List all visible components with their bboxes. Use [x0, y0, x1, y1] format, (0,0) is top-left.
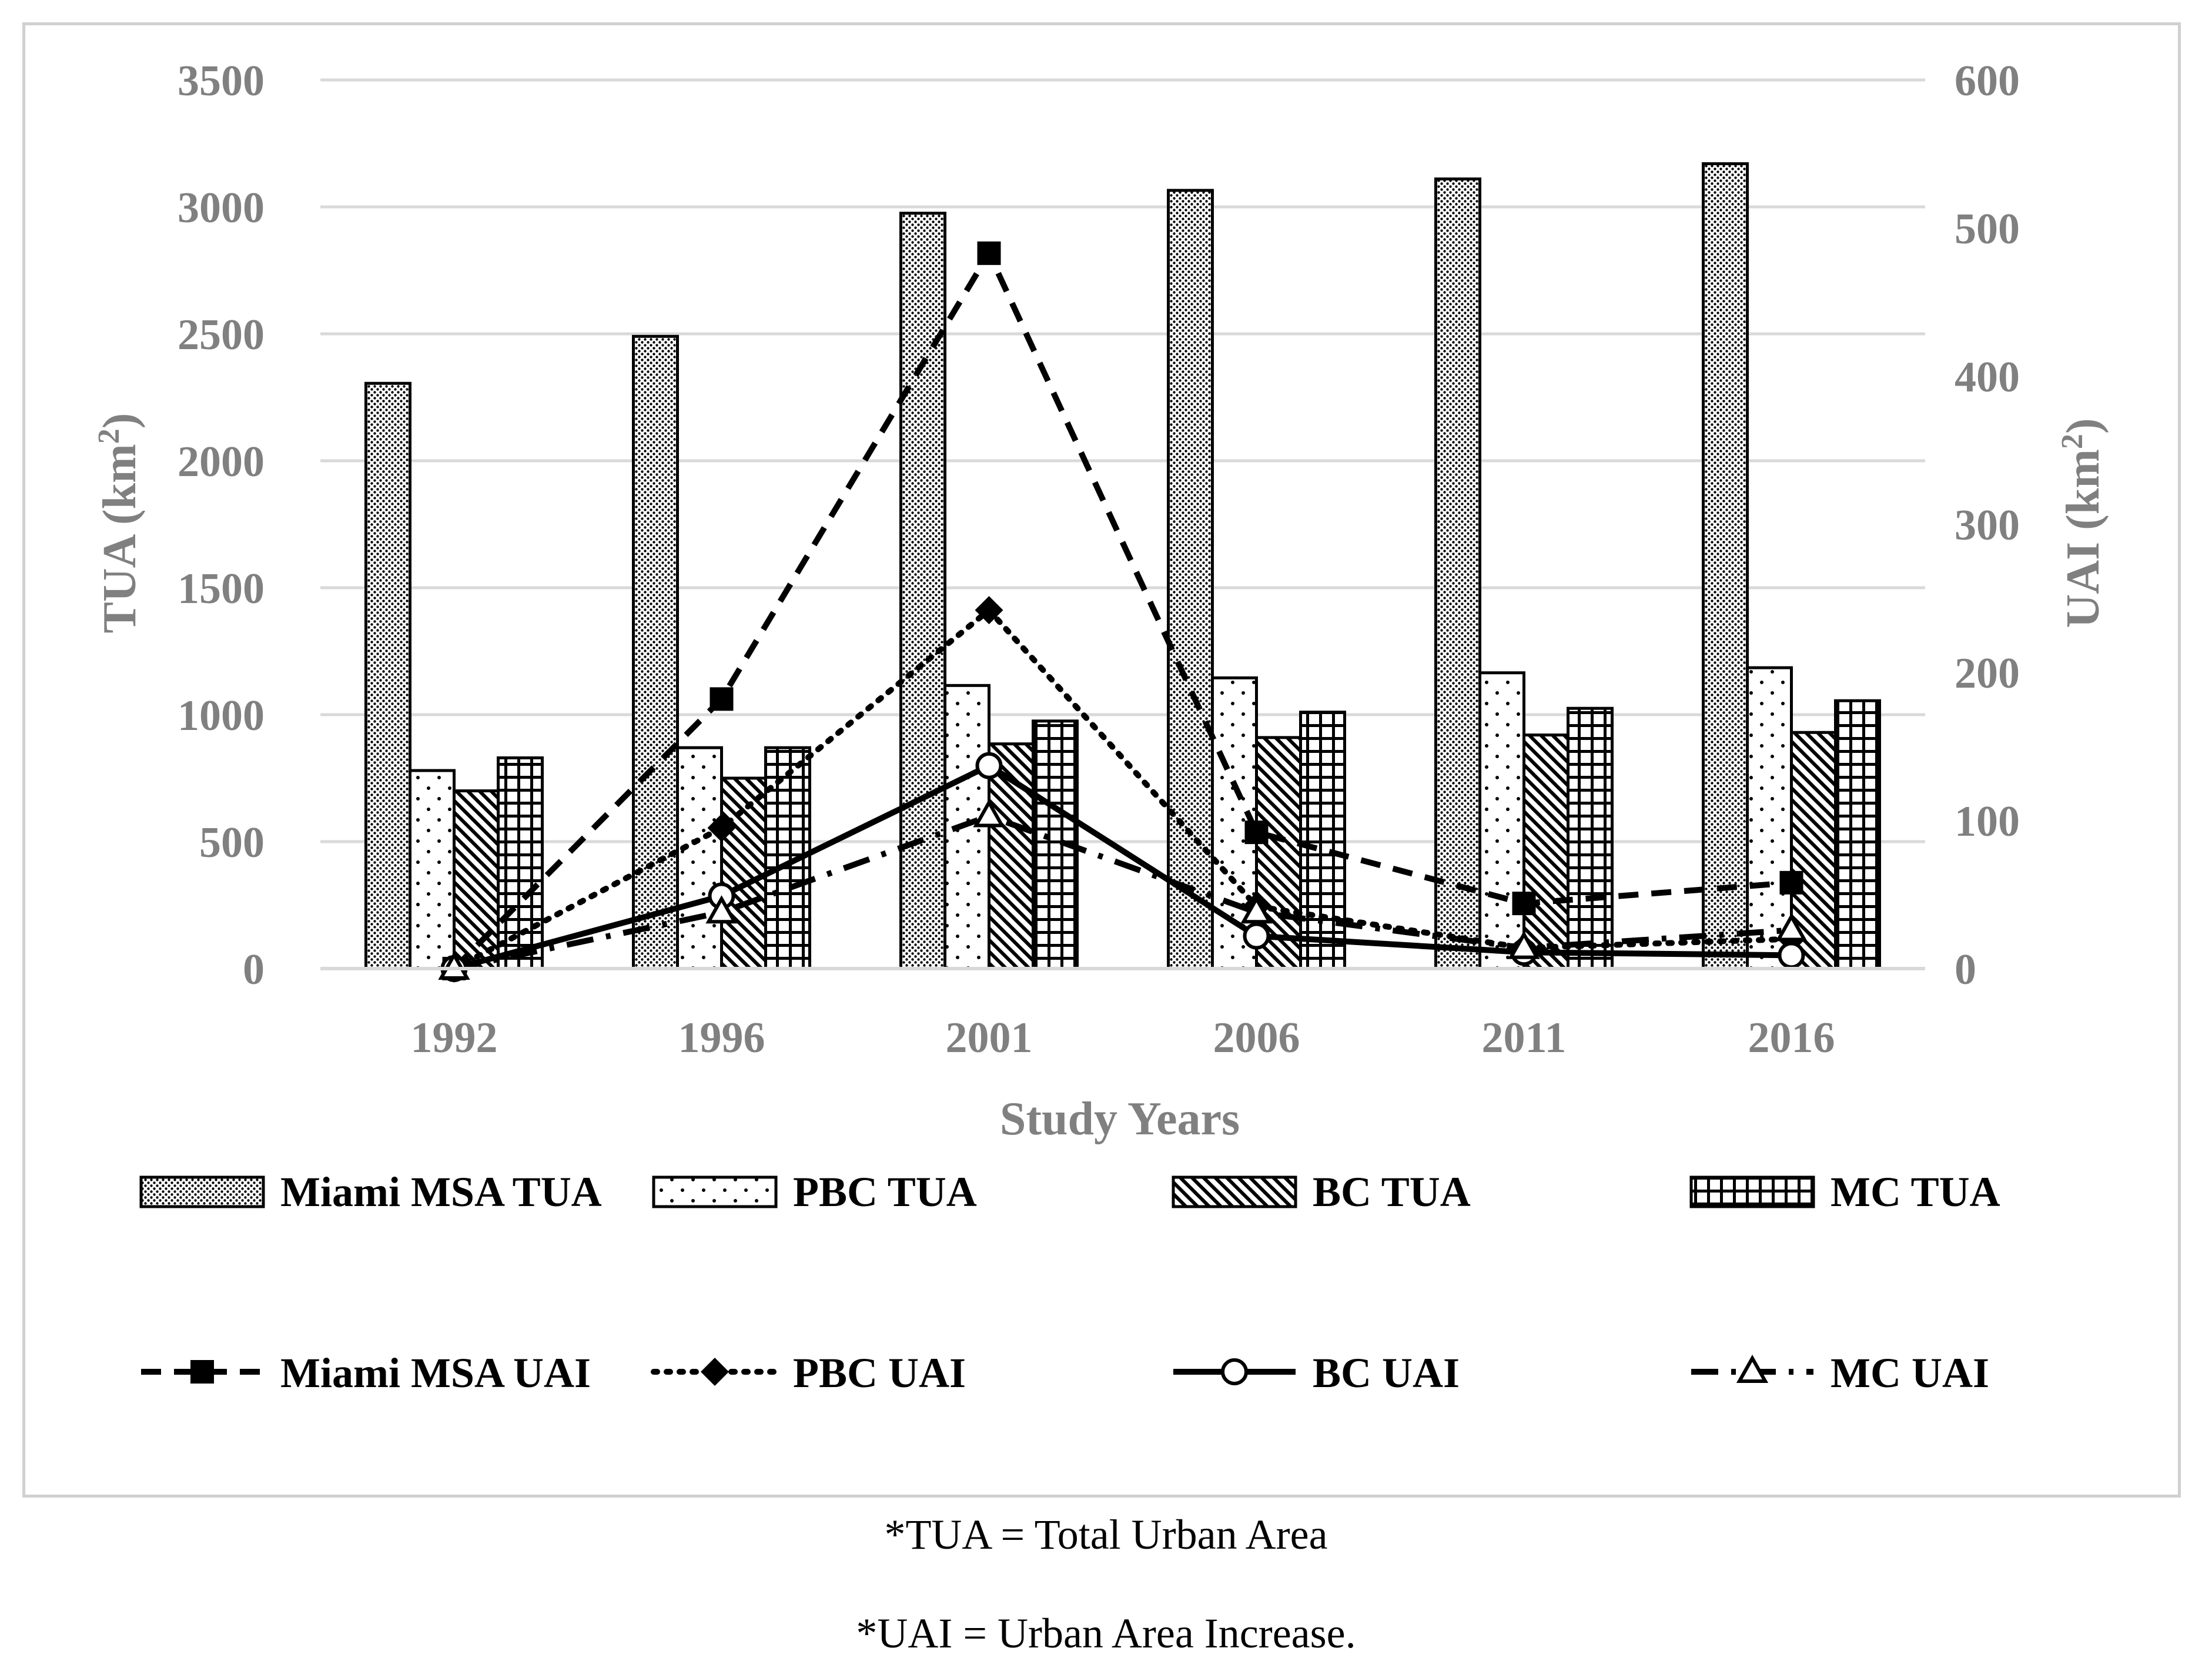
- marker-diamond: [975, 596, 1003, 625]
- y-tick-label: 1000: [178, 692, 265, 740]
- legend-label: PBC UAI: [793, 1349, 966, 1396]
- marker-triangle: [705, 895, 738, 924]
- marker-triangle: [438, 951, 470, 980]
- bar: [497, 756, 544, 970]
- marker-diamond: [701, 1358, 729, 1386]
- axes: 0 500 1000 1500 2000 2500 3000 3500 0 100 200 300 40…: [92, 57, 2109, 1145]
- marker-square: [1512, 892, 1536, 916]
- y-axis-title: TUA (km2): [92, 413, 146, 634]
- x-tick-label: 1996: [678, 1014, 765, 1062]
- x-tick-label: 2001: [946, 1014, 1033, 1062]
- bar: [899, 212, 946, 970]
- bar: [764, 746, 811, 970]
- bar: [1299, 711, 1346, 970]
- x-tick-label: 2011: [1482, 1014, 1567, 1062]
- legend-label: Miami MSA TUA: [280, 1168, 602, 1215]
- x-tick-label: 2006: [1213, 1014, 1300, 1062]
- y2-tick-label: 400: [1955, 353, 2020, 401]
- y2-tick-label: 600: [1955, 57, 2020, 105]
- bar: [1478, 671, 1525, 970]
- y-tick-label: 3500: [178, 57, 265, 105]
- x-tick-label: 1992: [411, 1014, 498, 1062]
- y2-tick-label: 200: [1955, 649, 2020, 698]
- y-tick-label: 2500: [178, 311, 265, 359]
- marker-diamond: [707, 813, 736, 842]
- bar: [1834, 699, 1881, 970]
- y-tick-label: 3000: [178, 184, 265, 232]
- bar: [453, 789, 500, 970]
- bar: [364, 381, 411, 970]
- legend-label: Miami MSA UAI: [280, 1349, 591, 1396]
- marker-square: [190, 1360, 214, 1384]
- bar: [1434, 177, 1481, 970]
- legend-swatch: [139, 1175, 265, 1208]
- y-tick-label: 0: [243, 946, 265, 994]
- marker-triangle: [973, 799, 1005, 828]
- bar: [1567, 706, 1614, 970]
- bar: [676, 746, 723, 970]
- gridlines: [320, 78, 1925, 970]
- legend: Miami MSA TUA PBC TUA BC TUA MC TUA Miami MS…: [139, 1168, 2000, 1396]
- bar: [720, 776, 767, 970]
- legend-swatch: [1689, 1175, 1815, 1208]
- legend-label: BC UAI: [1313, 1349, 1460, 1396]
- y2-tick-label: 100: [1955, 798, 2020, 846]
- marker-triangle: [1775, 913, 1808, 942]
- legend-label: MC TUA: [1830, 1168, 2000, 1215]
- legend-label: PBC TUA: [793, 1168, 977, 1215]
- y2-tick-label: 300: [1955, 501, 2020, 550]
- marker-triangle: [1508, 930, 1540, 959]
- legend-label: BC TUA: [1313, 1168, 1471, 1215]
- x-axis-title: Study Years: [1000, 1093, 1240, 1145]
- marker-circle: [975, 752, 1003, 779]
- bar: [1702, 162, 1749, 970]
- marker-circle: [1243, 922, 1270, 950]
- legend-swatch: [652, 1175, 778, 1208]
- legend-swatch: [1172, 1175, 1297, 1208]
- y2-tick-label: 500: [1955, 205, 2020, 253]
- x-tick-label: 2016: [1748, 1014, 1835, 1062]
- y-tick-label: 500: [199, 819, 265, 867]
- y-tick-label: 1500: [178, 565, 265, 613]
- footnote-tua: *TUA = Total Urban Area: [884, 1511, 1328, 1558]
- y-tick-label: 2000: [178, 438, 265, 486]
- marker-triangle: [1736, 1354, 1769, 1383]
- y2-axis-title: UAI (km2): [2056, 418, 2109, 628]
- bar: [1522, 733, 1570, 970]
- series-line: [451, 250, 1792, 971]
- footnote-uai: *UAI = Urban Area Increase.: [856, 1610, 1356, 1657]
- series-line: [453, 762, 1792, 972]
- series-line: [453, 813, 1792, 972]
- marker-square: [710, 687, 734, 711]
- marker-square: [1779, 870, 1803, 895]
- marker-circle: [1221, 1358, 1248, 1385]
- marker-square: [977, 241, 1001, 265]
- marker-triangle: [1240, 895, 1273, 924]
- bar: [1746, 666, 1793, 970]
- marker-square: [1244, 820, 1269, 845]
- legend-label: MC UAI: [1830, 1349, 1989, 1396]
- y2-tick-label: 0: [1955, 946, 1976, 994]
- bar: [632, 334, 679, 970]
- marker-circle: [1778, 942, 1805, 969]
- bar: [409, 769, 456, 970]
